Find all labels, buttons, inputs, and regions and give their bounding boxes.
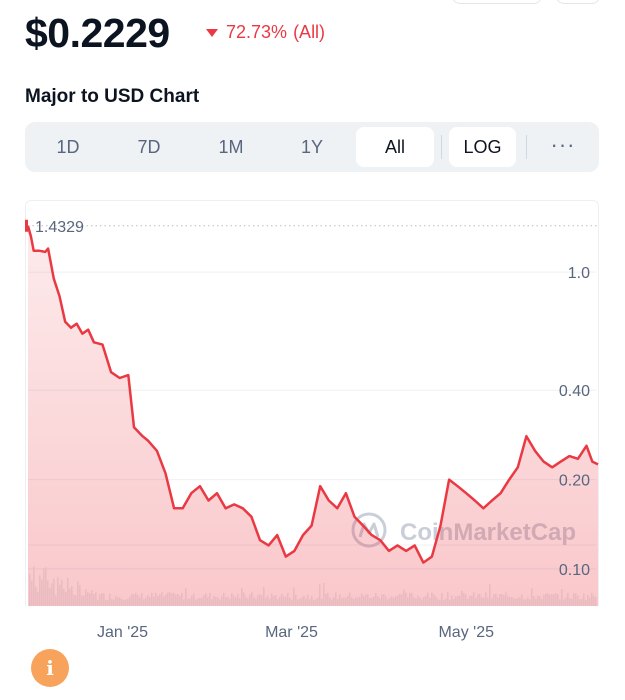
y-tick-label: 0.40 [559, 383, 590, 400]
price-change: 72.73% (All) [206, 22, 325, 43]
y-tick-label: 0.10 [559, 562, 590, 579]
current-price: $0.2229 [25, 10, 170, 56]
price-change-percent: 72.73% [226, 22, 288, 42]
tab-all[interactable]: All [356, 127, 434, 167]
price-change-period: (All) [293, 22, 326, 42]
price-area [28, 226, 598, 606]
y-tick-label: 0.20 [559, 473, 590, 490]
y-tick-label: 1.0 [568, 265, 590, 282]
x-tick-label: Mar '25 [265, 624, 318, 641]
max-price-marker [25, 219, 28, 232]
tab-divider [526, 135, 527, 159]
more-options-button[interactable]: ··· [550, 132, 576, 157]
tab-1y[interactable]: 1Y [300, 137, 324, 157]
tab-divider [441, 135, 442, 159]
x-tick-label: May '25 [438, 624, 494, 641]
triangle-down-icon [206, 28, 218, 37]
time-range-tabs: 1D 7D 1M 1Y All LOG ··· [25, 122, 599, 172]
price-line [26, 225, 599, 564]
tab-7d[interactable]: 7D [137, 137, 161, 157]
tab-1d[interactable]: 1D [56, 137, 80, 157]
max-price-label: 1.4329 [35, 219, 84, 236]
log-scale-toggle[interactable]: LOG [449, 127, 516, 167]
chart-title: Major to USD Chart [25, 86, 200, 107]
tab-1m[interactable]: 1M [218, 137, 244, 157]
x-tick-label: Jan '25 [97, 624, 148, 641]
info-icon[interactable]: i [31, 649, 69, 687]
chart-frame [25, 200, 599, 606]
